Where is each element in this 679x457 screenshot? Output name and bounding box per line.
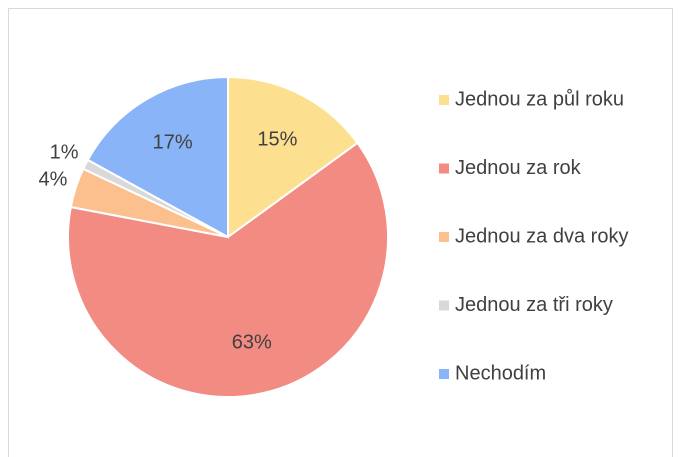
legend-label: Jednou za tři roky — [455, 294, 613, 316]
data-label: 63% — [232, 331, 272, 353]
pie-slice — [227, 75, 359, 239]
legend-swatch — [439, 369, 449, 379]
legend-swatch — [439, 232, 449, 242]
data-label: 15% — [257, 128, 297, 150]
pie-slice — [86, 75, 229, 239]
legend-swatch — [439, 300, 449, 311]
data-label: 17% — [153, 132, 193, 154]
legend-label: Jednou za půl roku — [455, 88, 624, 110]
chart-frame — [8, 8, 673, 457]
data-label: 4% — [39, 168, 68, 190]
legend-label: Jednou za rok — [455, 157, 582, 179]
legend-swatch — [439, 163, 449, 174]
data-label: 1% — [50, 142, 79, 164]
legend-label: Jednou za dva roky — [455, 225, 628, 247]
legend-swatch — [439, 95, 449, 105]
pie-slice — [67, 141, 389, 398]
legend-label: Nechodím — [455, 362, 546, 384]
